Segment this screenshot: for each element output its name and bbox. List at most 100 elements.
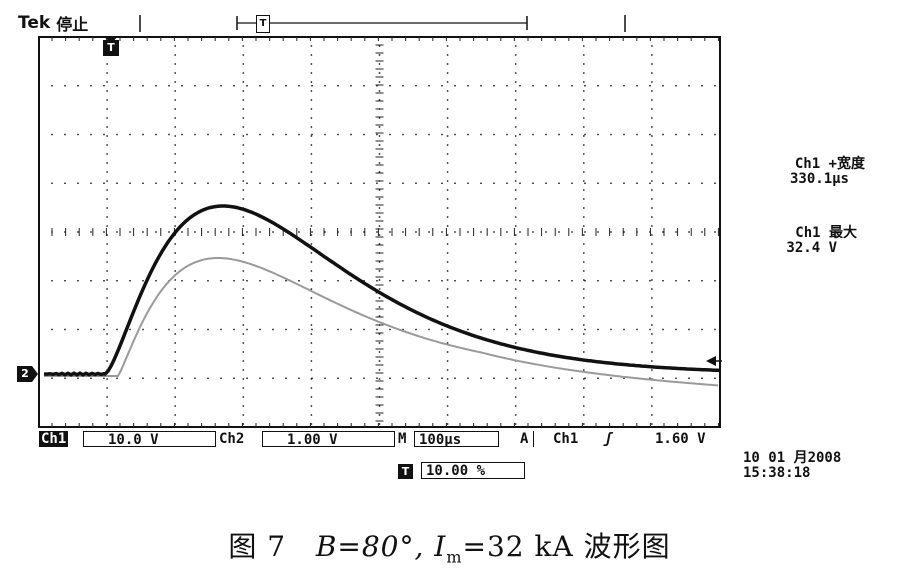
grid-dot (428, 182, 430, 185)
grid-dot (106, 126, 108, 128)
grid-dot (168, 231, 170, 233)
grid-dot (106, 396, 108, 398)
grid-dot (378, 369, 381, 371)
grid-dot (51, 279, 53, 282)
grid-dot (310, 306, 313, 308)
grid-dot (610, 182, 612, 185)
timebase-value[interactable]: 100µs (414, 431, 499, 448)
grid-dot (582, 171, 585, 173)
grid-dot (519, 231, 521, 233)
grid-dot (651, 252, 653, 254)
grid-dot (363, 328, 365, 331)
grid-dot (174, 216, 177, 218)
grid-dot (285, 279, 287, 282)
grid-dot (597, 279, 599, 282)
grid-dot (242, 378, 245, 380)
grid-dot (514, 369, 517, 371)
grid-dot (514, 216, 517, 218)
grid-dot (441, 84, 443, 87)
grid-dot (378, 306, 381, 308)
grid-dot (651, 243, 653, 245)
grid-dot (582, 54, 585, 56)
grid-dot (310, 324, 313, 326)
grid-dot (324, 231, 326, 233)
grid-dot (77, 279, 79, 282)
trigger-level[interactable]: 1.60 V (655, 431, 706, 447)
grid-dot (378, 288, 381, 290)
grid-dot (582, 63, 585, 65)
grid-dot (454, 231, 456, 233)
grid-dot (514, 135, 517, 137)
grid-dot (514, 387, 517, 389)
grid-dot (415, 84, 417, 87)
trigger-level-arrow[interactable] (706, 356, 716, 366)
grid-dot (651, 135, 653, 137)
grid-dot (220, 231, 222, 233)
grid-dot (310, 90, 313, 92)
grid-dot (350, 84, 352, 87)
grid-dot (454, 84, 456, 87)
grid-dot (506, 182, 508, 185)
position-marker[interactable]: T (256, 15, 270, 33)
trigger-position-value[interactable]: 10.00 % (421, 462, 525, 479)
grid-dot (310, 387, 313, 389)
grid-dot (310, 405, 313, 407)
ch2-ground-marker[interactable] (17, 366, 38, 382)
grid-dot (514, 423, 517, 425)
grid-dot (378, 297, 381, 299)
grid-dot (582, 216, 585, 218)
grid-dot (582, 144, 585, 146)
grid-dot (532, 279, 534, 282)
grid-dot (155, 279, 157, 282)
grid-dot (582, 333, 585, 335)
grid-dot (714, 182, 716, 185)
grid-dot (77, 84, 79, 87)
divider (533, 431, 534, 447)
grid-dot (242, 198, 245, 200)
grid-dot (207, 377, 209, 380)
grid-dot (446, 396, 449, 398)
grid-dot (103, 84, 105, 87)
grid-dot (514, 297, 517, 299)
grid-dot (514, 99, 517, 101)
ch2-scale[interactable]: 1.00 V (262, 431, 395, 448)
ch1-scale[interactable]: 10.0 V (83, 431, 216, 448)
grid-dot (242, 216, 245, 218)
grid-dot (402, 377, 404, 380)
grid-dot (142, 328, 144, 331)
grid-dot (514, 243, 517, 245)
grid-dot (688, 84, 690, 87)
trigger-point-marker[interactable] (103, 36, 119, 56)
grid-dot (106, 153, 108, 155)
grid-dot (514, 81, 517, 83)
grid-dot (207, 328, 209, 331)
grid-dot (446, 270, 449, 272)
grid-dot (514, 198, 517, 200)
grid-dot (558, 279, 560, 282)
grid-dot (446, 144, 449, 146)
grid-dot (446, 216, 449, 218)
measurement-label: Ch1 最大 (795, 225, 857, 241)
grid-dot (467, 182, 469, 185)
grid-dot (378, 162, 381, 164)
grid-dot (207, 182, 209, 185)
grid-dot (378, 342, 381, 344)
trigger-mode[interactable]: A (520, 431, 529, 447)
grid-dot (688, 133, 690, 136)
grid-dot (582, 225, 585, 227)
grid-dot (90, 328, 92, 331)
grid-dot (311, 377, 313, 380)
grid-dot (174, 189, 177, 191)
ch1-label[interactable]: Ch1 (39, 431, 69, 447)
grid-dot (415, 377, 417, 380)
grid-dot (636, 84, 638, 87)
grid-dot (610, 84, 612, 87)
grid-dot (324, 84, 326, 87)
trigger-source[interactable]: Ch1 (553, 431, 579, 447)
ch2-label[interactable]: Ch2 (219, 431, 245, 447)
grid-dot (571, 84, 573, 87)
grid-dot (454, 182, 456, 185)
grid-dot (514, 189, 517, 191)
grid-dot (651, 90, 653, 92)
grid-dot (446, 288, 449, 290)
